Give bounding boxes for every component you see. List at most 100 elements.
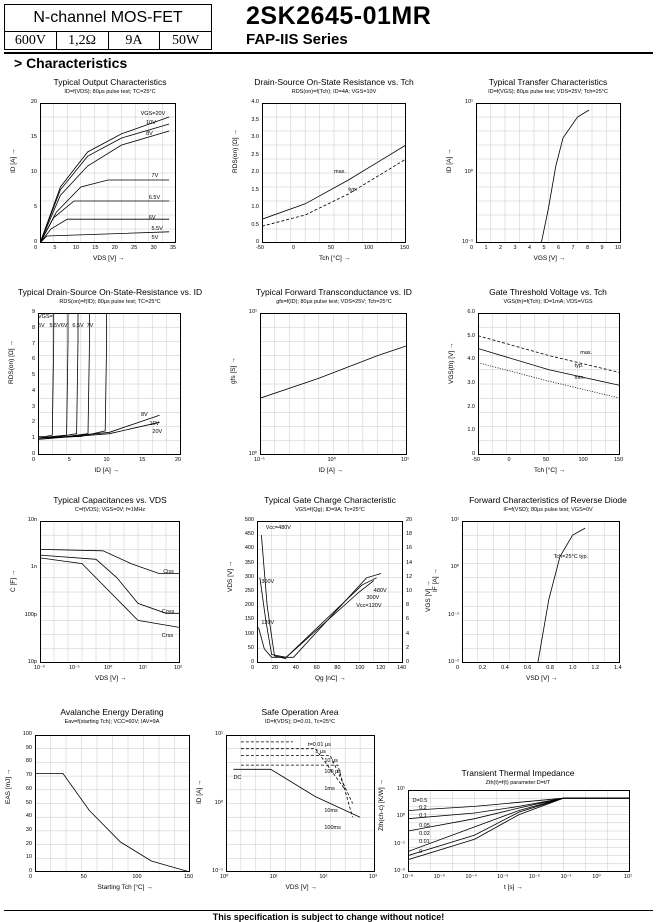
x-tick-label: 10⁰ bbox=[220, 874, 229, 880]
chart-title: Avalanche Energy Derating bbox=[60, 707, 164, 717]
x-axis-label: Tch [°C] → bbox=[319, 255, 351, 262]
x-tick-label: 0.6 bbox=[523, 665, 532, 671]
chart-subtitle: RDS(on)=f(Tch); ID=4A; VGS=10V bbox=[291, 89, 377, 95]
rating-power: 50W bbox=[172, 33, 200, 48]
y-tick-label: 90 bbox=[25, 744, 32, 751]
x-tick-label: 10⁻¹ bbox=[69, 665, 80, 671]
x-tick-label: 150 bbox=[184, 874, 194, 880]
chart-annotation: 20V bbox=[152, 429, 163, 436]
y-tick-label: 2.0 bbox=[467, 403, 475, 410]
x-tick-label: 0.2 bbox=[478, 665, 487, 671]
y-tick-label: 10⁻¹ bbox=[212, 868, 223, 874]
y-tick-label: 9 bbox=[31, 309, 35, 315]
y-axis-label: RDS(on) [Ω] → bbox=[8, 340, 15, 384]
series-line bbox=[38, 313, 90, 439]
chart-annotation: max. bbox=[580, 349, 593, 356]
x-tick-label: 10⁻⁵ bbox=[433, 874, 446, 880]
y2-tick-label: 0 bbox=[406, 659, 410, 665]
y-tick-label: 30 bbox=[25, 826, 32, 833]
plot-frame bbox=[35, 735, 190, 872]
series-line bbox=[38, 313, 55, 437]
x-tick-label: 100 bbox=[364, 245, 374, 251]
series-line bbox=[40, 218, 170, 243]
y-tick-label: 6 bbox=[31, 356, 35, 363]
y-tick-label: 10⁻¹ bbox=[394, 840, 405, 847]
y-tick-label: 400 bbox=[244, 545, 254, 552]
y-tick-label: 4.0 bbox=[467, 356, 475, 363]
x-tick-label: 10¹ bbox=[269, 874, 278, 880]
chart-annotation: 5.5V bbox=[49, 322, 61, 329]
chart-plot bbox=[40, 103, 176, 243]
x-tick-label: 0 bbox=[470, 245, 474, 251]
x-axis-label: VDS [V] → bbox=[93, 255, 125, 262]
x-tick-label: 8 bbox=[586, 245, 590, 251]
y-axis-label: VGS(th) [V] → bbox=[448, 342, 455, 384]
y-axis-label: ID [A] → bbox=[196, 778, 203, 804]
y-tick-label: 150 bbox=[244, 616, 254, 623]
x-tick-label: 10¹ bbox=[139, 665, 147, 671]
plot-frame bbox=[260, 313, 407, 455]
x-tick-label: 10 bbox=[103, 457, 110, 463]
plot-frame bbox=[262, 103, 406, 243]
y-tick-label: 1 bbox=[31, 435, 35, 442]
x-axis-label: Tch [°C] → bbox=[534, 467, 566, 474]
chart-subtitle: gfs=f(ID); 80μs pulse test; VDS=25V; Tch… bbox=[276, 299, 392, 305]
x-tick-label: 15 bbox=[139, 457, 146, 463]
series-line bbox=[35, 773, 190, 872]
chart-annotation: 0.05 bbox=[419, 822, 430, 829]
y-tick-label: 1.0 bbox=[251, 204, 259, 210]
series-line bbox=[408, 797, 630, 811]
x-axis-label: VSD [V] → bbox=[526, 675, 558, 682]
x-tick-label: 100 bbox=[578, 457, 588, 463]
y-tick-label: 2 bbox=[31, 419, 35, 426]
chart-annotation: Vcc=120V bbox=[356, 603, 382, 610]
chart-annotation: Coss bbox=[161, 609, 175, 616]
y-tick-label: 3.5 bbox=[251, 116, 259, 123]
footer-note: This specification is subject to change … bbox=[212, 912, 445, 922]
x-tick-label: -50 bbox=[472, 457, 480, 463]
y-tick-label: 10⁰ bbox=[464, 169, 473, 175]
y-tick-label: 4.0 bbox=[251, 99, 259, 105]
y-axis-label: C [F] → bbox=[10, 569, 17, 592]
x-tick-label: 10⁻⁶ bbox=[402, 874, 414, 880]
chart-title: Forward Characteristics of Reverse Diode bbox=[469, 495, 627, 505]
chart-annotation: typ. bbox=[348, 187, 358, 193]
series-line bbox=[285, 580, 375, 658]
chart-annotation: 10V bbox=[146, 119, 156, 126]
x-tick-label: 10⁻⁴ bbox=[465, 874, 477, 880]
y-tick-label: 6.0 bbox=[467, 309, 475, 315]
x-tick-label: 10 bbox=[72, 245, 79, 251]
y-tick-label: 0 bbox=[471, 451, 475, 457]
chart-annotation: D=0.5 bbox=[412, 798, 428, 805]
x-tick-label: 5 bbox=[53, 245, 57, 251]
y2-tick-label: 20 bbox=[406, 517, 413, 523]
y-tick-label: 15 bbox=[30, 134, 37, 140]
chart-annotation: 0.01 bbox=[419, 839, 430, 846]
chart-annotation: Tch=25°C typ. bbox=[553, 553, 589, 560]
series-name: FAP-IIS Series bbox=[246, 31, 348, 48]
header-box: N-channel MOS-FET 600V 1,2Ω 9A 50W bbox=[4, 4, 212, 50]
x-tick-label: 60 bbox=[313, 665, 320, 671]
y-tick-label: 2.5 bbox=[251, 151, 259, 158]
x-tick-label: 0 bbox=[32, 457, 36, 463]
y-tick-label: 7 bbox=[31, 340, 35, 347]
chart-plot bbox=[257, 521, 403, 663]
chart-annotation: 10V bbox=[149, 420, 160, 427]
x-tick-label: 10⁻³ bbox=[497, 874, 508, 880]
chart-plot bbox=[226, 735, 375, 872]
y-tick-label: 10n bbox=[27, 517, 37, 523]
y-tick-label: 10⁰ bbox=[248, 451, 257, 457]
x-axis-label: Starting Tch [°C] → bbox=[97, 884, 153, 891]
y-tick-label: 80 bbox=[25, 758, 32, 765]
chart-annotation: 120V bbox=[261, 620, 275, 627]
x-tick-label: 10⁻² bbox=[34, 665, 45, 671]
x-tick-label: 10² bbox=[319, 874, 328, 880]
x-tick-label: 100 bbox=[132, 874, 142, 880]
x-tick-label: 20 bbox=[111, 245, 118, 251]
chart-title: Typical Capacitances vs. VDS bbox=[53, 495, 167, 505]
y-tick-label: 3.0 bbox=[467, 380, 475, 386]
x-tick-label: 20 bbox=[175, 457, 182, 463]
chart-annotation: Ciss bbox=[163, 569, 174, 576]
chart-annotation: typ. bbox=[574, 362, 584, 369]
y-tick-label: 0 bbox=[255, 239, 259, 245]
